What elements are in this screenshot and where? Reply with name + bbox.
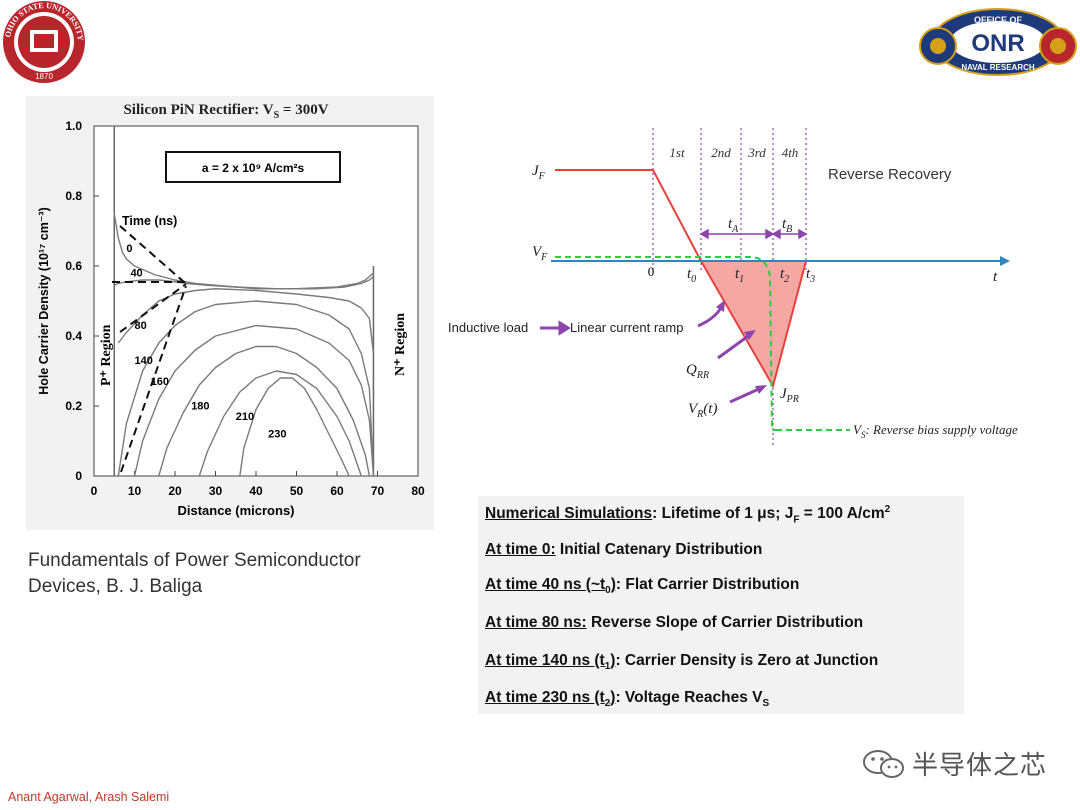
onr-mark: ONR: [971, 30, 1024, 57]
y-tick-1: 0.2: [65, 399, 82, 413]
wechat-account-name: 半导体之芯: [912, 751, 1048, 781]
inductive-arrow: [540, 320, 571, 336]
curve-t180: [158, 345, 371, 477]
x-tick-6: 60: [330, 484, 344, 498]
qrr-area: [699, 260, 808, 389]
x-tick-1: 10: [128, 484, 142, 498]
carrier-curves: [113, 126, 375, 477]
chart-title: Silicon PiN Rectifier: VS = 300V: [123, 102, 328, 121]
y-tick-4: 0.8: [65, 189, 82, 203]
t3-label: t3: [806, 266, 815, 285]
curve-label-210: 210: [236, 411, 254, 423]
ramp-pointer: [697, 305, 724, 328]
interval-1st: 1st: [669, 145, 685, 160]
current-waveform: [555, 169, 702, 262]
x-tick-0: 0: [91, 484, 98, 498]
x-tick-5: 50: [290, 484, 304, 498]
curve-t160: [133, 324, 375, 477]
note-time-140: At time 140 ns (t1): Carrier Density is …: [485, 652, 879, 673]
qrr-pointer: [717, 332, 752, 360]
authors-footer: Anant Agarwal, Arash Salemi: [8, 790, 170, 804]
interval-4th: 4th: [782, 145, 799, 160]
t1-label: t1: [735, 266, 744, 285]
curve-label-140: 140: [135, 355, 153, 367]
time-axis-arrow: [1000, 256, 1010, 266]
zero-label: 0: [648, 264, 655, 279]
ta-label: tA: [728, 216, 739, 235]
curve-label-160: 160: [151, 376, 169, 388]
y-tick-labels: 0 0.2 0.4 0.6 0.8 1.0: [65, 119, 99, 483]
simulation-notes: Numerical Simulations: Lifetime of 1 μs;…: [478, 496, 964, 714]
t2-label: t2: [780, 266, 789, 285]
x-tick-8: 80: [411, 484, 425, 498]
x-tick-7: 70: [371, 484, 385, 498]
curve-label-0: 0: [126, 243, 132, 255]
note-time-40: At time 40 ns (~t0): Flat Carrier Distri…: [485, 576, 800, 597]
curve-labels: 0 40 80 140 160 180 210 230: [126, 243, 286, 441]
interval-2nd: 2nd: [711, 145, 731, 160]
reverse-recovery-diagram: 1st 2nd 3rd 4th Reverse Recovery tA tB J…: [448, 128, 1018, 448]
linear-ramp-label: Linear current ramp: [570, 320, 683, 335]
y-axis-label: Hole Carrier Density (10¹⁷ cm⁻³): [37, 207, 51, 395]
tb-label: tB: [782, 216, 792, 235]
osu-year: 1870: [35, 72, 53, 81]
jpr-label: JPR: [780, 386, 799, 405]
citation-line-2: Devices, B. J. Baliga: [28, 576, 203, 597]
y-tick-0: 0: [75, 469, 82, 483]
onr-logo: OFFICE OF ONR NAVAL RESEARCH: [919, 8, 1077, 76]
ta-tb-arrows: [699, 228, 808, 240]
citation-line-1: Fundamentals of Power Semiconductor: [28, 550, 361, 571]
y-tick-3: 0.6: [65, 259, 82, 273]
interval-3rd: 3rd: [747, 145, 766, 160]
vr-label: VR(t): [688, 401, 717, 420]
jf-label: JF: [532, 163, 546, 182]
x-tick-labels: 0 10 20 30 40 50 60 70 80: [91, 471, 425, 498]
curve-t140: [117, 300, 375, 477]
wechat-icon: [863, 750, 904, 778]
voltage-waveform: [555, 256, 776, 431]
n-region-label: N⁺ Region: [393, 313, 408, 376]
vf-label: VF: [532, 244, 548, 263]
ramp-rate-annotation: a = 2 x 10⁹ A/cm²s: [202, 161, 305, 175]
curve-t230: [239, 377, 350, 477]
x-tick-2: 20: [168, 484, 182, 498]
onr-top-text: OFFICE OF: [974, 15, 1022, 25]
t0-label: t0: [687, 266, 696, 285]
source-citation: Fundamentals of Power Semiconductor Devi…: [28, 548, 408, 600]
dashed-guides: [112, 225, 188, 473]
y-tick-2: 0.4: [65, 329, 82, 343]
x-axis-label: Distance (microns): [177, 503, 294, 518]
curve-t210: [198, 370, 362, 477]
note-numerical-simulations: Numerical Simulations: Lifetime of 1 μs;…: [485, 504, 891, 526]
qrr-label: QRR: [686, 362, 709, 381]
y-tick-5: 1.0: [65, 119, 82, 133]
curve-label-230: 230: [268, 429, 286, 441]
x-tick-3: 30: [209, 484, 223, 498]
inductive-load-label: Inductive load: [448, 320, 528, 335]
x-tick-4: 40: [249, 484, 263, 498]
curve-label-80: 80: [135, 320, 147, 332]
note-time-80: At time 80 ns: Reverse Slope of Carrier …: [485, 614, 864, 631]
vs-label: VS: Reverse bias supply voltage: [853, 422, 1018, 440]
note-time-230: At time 230 ns (t2): Voltage Reaches VS: [485, 689, 770, 710]
osu-seal-logo: OHIO STATE UNIVERSITY 1870: [3, 1, 85, 83]
ramp-rate-box: [165, 151, 341, 183]
onr-bottom-text: NAVAL RESEARCH: [961, 63, 1035, 72]
time-legend-title: Time (ns): [122, 214, 177, 228]
carrier-density-plot-panel: Silicon PiN Rectifier: VS = 300V 0 0.2 0.4…: [26, 96, 434, 530]
rr-title: Reverse Recovery: [828, 166, 952, 183]
curve-label-40: 40: [130, 268, 142, 280]
p-region-label: P⁺ Region: [99, 324, 114, 386]
t-axis-label: t: [993, 269, 998, 285]
note-time-0: At time 0: Initial Catenary Distribution: [485, 541, 763, 558]
curve-label-180: 180: [191, 401, 209, 413]
carrier-density-chart: Silicon PiN Rectifier: VS = 300V 0 0.2 0.4…: [37, 102, 425, 518]
vr-pointer: [729, 386, 762, 404]
